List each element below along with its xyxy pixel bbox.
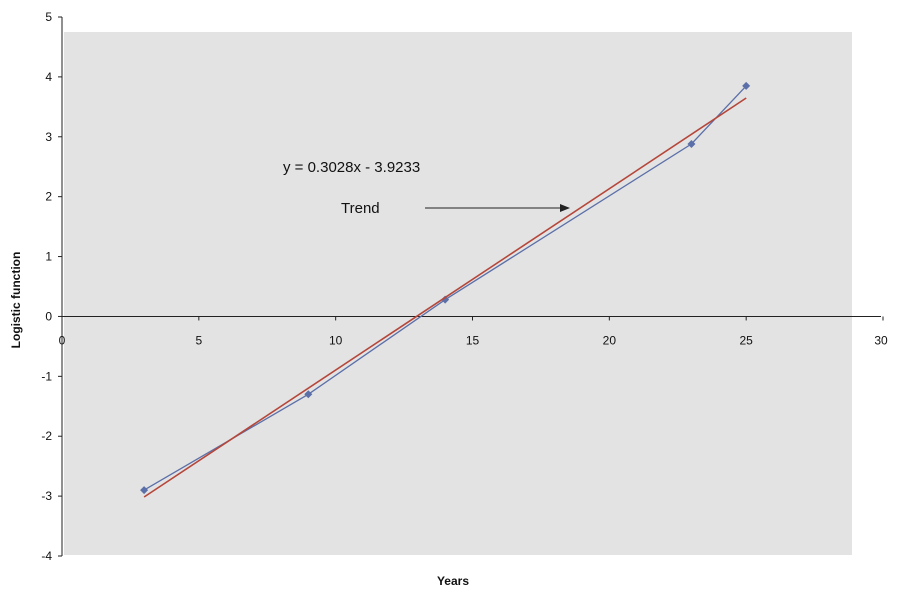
y-tick-label: -2 bbox=[41, 429, 52, 443]
trend-arrow-head bbox=[560, 204, 570, 212]
trend-equation: y = 0.3028x - 3.9233 bbox=[283, 159, 420, 176]
data-point bbox=[304, 390, 313, 399]
y-tick-label: 5 bbox=[45, 10, 52, 24]
x-tick-label: 20 bbox=[603, 333, 617, 347]
y-tick-label: 1 bbox=[45, 250, 52, 264]
y-tick-label: -1 bbox=[41, 369, 52, 383]
x-axis-title: Years bbox=[437, 574, 469, 588]
x-tick-label: 0 bbox=[59, 333, 66, 347]
data-point bbox=[687, 139, 696, 148]
x-tick-label: 25 bbox=[739, 333, 753, 347]
y-tick-label: 2 bbox=[45, 190, 52, 204]
x-tick-label: 30 bbox=[874, 333, 888, 347]
y-tick-label: -4 bbox=[41, 549, 52, 563]
x-tick-label: 5 bbox=[195, 333, 202, 347]
data-point bbox=[140, 486, 149, 495]
y-tick-label: 4 bbox=[45, 70, 52, 84]
y-axis-ticks: -4 -3 -2 -1 0 1 2 3 4 5 bbox=[41, 10, 62, 563]
trend-label: Trend bbox=[341, 200, 380, 217]
x-axis-ticks: 0 5 10 15 20 25 30 bbox=[59, 316, 888, 347]
x-tick-label: 10 bbox=[329, 333, 343, 347]
series-group bbox=[140, 81, 751, 498]
x-tick-label: 15 bbox=[466, 333, 480, 347]
data-point bbox=[742, 81, 751, 90]
plot-area bbox=[64, 32, 852, 555]
y-tick-label: 3 bbox=[45, 130, 52, 144]
y-tick-label: -3 bbox=[41, 489, 52, 503]
y-tick-label: 0 bbox=[45, 309, 52, 323]
y-axis-title: Logistic function bbox=[9, 252, 23, 349]
data-point bbox=[441, 295, 450, 304]
trend-line bbox=[143, 97, 747, 498]
